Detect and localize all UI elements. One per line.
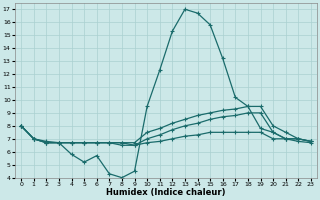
X-axis label: Humidex (Indice chaleur): Humidex (Indice chaleur)	[106, 188, 226, 197]
